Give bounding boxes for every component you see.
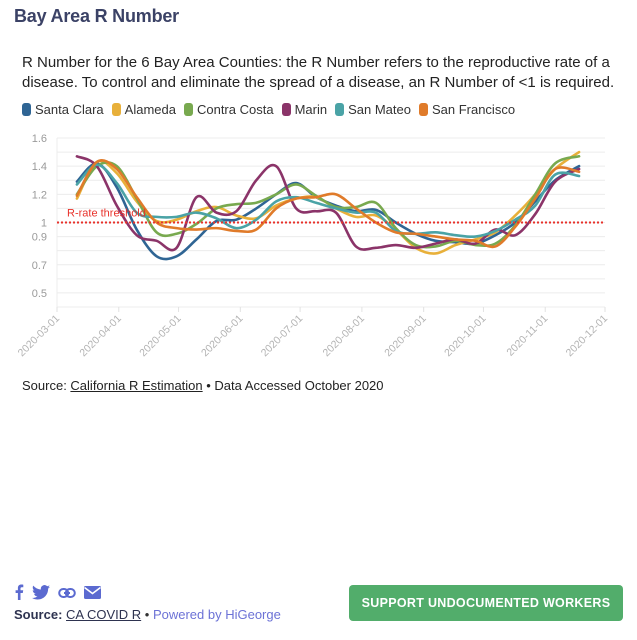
series-line-san-francisco: [75, 159, 581, 249]
x-tick-label: 2020-07-01: [259, 313, 306, 360]
series-line-marin: [75, 155, 581, 252]
series-line-san-mateo: [75, 163, 581, 239]
x-tick-label: 2020-09-01: [382, 313, 429, 360]
legend-item[interactable]: Alameda: [111, 102, 176, 117]
source-suffix: • Data Accessed October 2020: [202, 378, 384, 393]
source-prefix: Source:: [22, 378, 71, 393]
y-axis-ticks: 0.5 0.7 0.9 1 1.2 1.4 1.6: [32, 133, 47, 300]
x-axis-ticks: 2020-03-01 2020-04-01 2020-05-01 2020-06-01…: [16, 307, 611, 360]
x-tick-label: 2020-12-01: [564, 313, 611, 360]
legend-label: Contra Costa: [196, 102, 274, 117]
legend-label: Marin: [294, 102, 328, 117]
source-link[interactable]: California R Estimation: [70, 378, 203, 393]
x-tick-label: 2020-03-01: [16, 313, 63, 360]
legend-item[interactable]: Contra Costa: [183, 102, 274, 117]
line-chart: 0.5 0.7 0.9 1 1.2 1.4 1.6 2020-03-01 2020-04-01…: [16, 133, 611, 360]
legend-item[interactable]: Santa Clara: [22, 102, 104, 117]
page-title: Bay Area R Number: [14, 6, 179, 26]
chart-legend: Santa Clara Alameda Contra Costa Marin San M…: [22, 102, 515, 117]
data-source-line: Source: California R Estimation • Data A…: [22, 378, 384, 393]
y-tick-label: 0.9: [32, 232, 47, 244]
legend-swatch: [22, 103, 31, 116]
legend-label: Alameda: [124, 102, 176, 117]
legend-item[interactable]: Marin: [281, 102, 328, 117]
footer-source: Source: CA COVID R • Powered by HiGeorge: [14, 607, 281, 622]
chart-description: R Number for the 6 Bay Area Counties: th…: [22, 54, 615, 91]
y-tick-label: 0.7: [32, 260, 47, 272]
threshold-line: R-rate threshold: [57, 208, 605, 224]
legend-label: Santa Clara: [35, 102, 104, 117]
link-icon[interactable]: [58, 586, 76, 604]
x-tick-label: 2020-08-01: [321, 313, 368, 360]
legend-swatch: [111, 103, 121, 116]
series-line-santa-clara: [75, 162, 581, 261]
footer-source-link[interactable]: CA COVID R: [66, 607, 142, 622]
series-line-contra-costa: [75, 155, 581, 249]
facebook-icon[interactable]: [14, 584, 24, 605]
twitter-icon[interactable]: [32, 584, 50, 605]
y-tick-label: 1.6: [32, 133, 47, 145]
legend-item[interactable]: San Mateo: [335, 102, 411, 117]
series-lines: [75, 150, 581, 261]
legend-item[interactable]: San Francisco: [418, 102, 516, 117]
x-tick-label: 2020-05-01: [137, 313, 184, 360]
legend-swatch: [335, 103, 345, 116]
powered-by-link[interactable]: Powered by HiGeorge: [152, 607, 281, 622]
y-tick-label: 1.2: [32, 189, 47, 201]
social-share-bar: [14, 584, 101, 605]
y-tick-label: 1: [41, 218, 47, 230]
x-tick-label: 2020-11-01: [504, 313, 550, 359]
legend-swatch: [418, 103, 428, 116]
threshold-label: R-rate threshold: [67, 208, 146, 220]
legend-swatch: [281, 103, 291, 116]
x-tick-label: 2020-04-01: [77, 313, 124, 360]
y-tick-label: 0.5: [32, 288, 47, 300]
footer-source-label: Source:: [14, 607, 63, 622]
email-icon[interactable]: [84, 585, 101, 604]
footer-separator: •: [141, 607, 153, 622]
legend-swatch: [183, 103, 193, 116]
legend-label: San Mateo: [348, 102, 411, 117]
legend-label: San Francisco: [431, 102, 516, 117]
support-undocumented-workers-button[interactable]: SUPPORT UNDOCUMENTED WORKERS: [349, 585, 623, 621]
x-tick-label: 2020-06-01: [199, 313, 246, 360]
y-tick-label: 1.4: [32, 161, 47, 173]
x-tick-label: 2020-10-01: [442, 313, 489, 360]
